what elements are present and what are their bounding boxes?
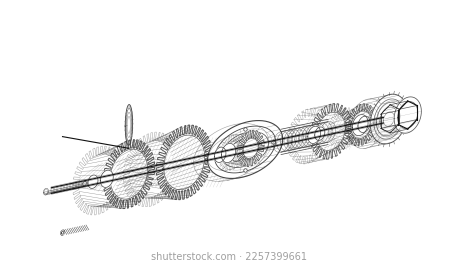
Polygon shape <box>317 112 345 150</box>
Polygon shape <box>236 143 254 157</box>
Polygon shape <box>83 181 86 186</box>
Polygon shape <box>229 137 261 162</box>
Polygon shape <box>308 126 321 143</box>
Polygon shape <box>88 175 98 188</box>
Polygon shape <box>345 104 377 146</box>
Polygon shape <box>110 149 148 199</box>
Polygon shape <box>207 121 283 178</box>
Polygon shape <box>125 104 133 145</box>
Polygon shape <box>103 140 154 209</box>
Polygon shape <box>380 107 398 131</box>
Polygon shape <box>61 231 64 235</box>
Polygon shape <box>310 104 351 159</box>
Polygon shape <box>374 99 404 139</box>
Polygon shape <box>222 132 268 167</box>
Polygon shape <box>156 125 212 200</box>
Polygon shape <box>101 170 113 187</box>
Polygon shape <box>215 126 276 173</box>
Polygon shape <box>243 138 258 158</box>
Polygon shape <box>88 179 93 186</box>
Polygon shape <box>61 230 64 235</box>
Polygon shape <box>315 127 325 140</box>
Polygon shape <box>351 111 372 139</box>
Polygon shape <box>383 112 394 126</box>
Polygon shape <box>61 231 64 234</box>
Polygon shape <box>398 102 418 129</box>
Polygon shape <box>164 135 205 190</box>
Polygon shape <box>214 147 226 162</box>
Text: shutterstock.com · 2257399661: shutterstock.com · 2257399661 <box>150 252 307 262</box>
Polygon shape <box>370 94 408 144</box>
Polygon shape <box>377 102 401 136</box>
Polygon shape <box>358 116 370 132</box>
Polygon shape <box>352 115 368 136</box>
Polygon shape <box>394 97 421 133</box>
Polygon shape <box>221 143 236 163</box>
Polygon shape <box>237 130 264 167</box>
